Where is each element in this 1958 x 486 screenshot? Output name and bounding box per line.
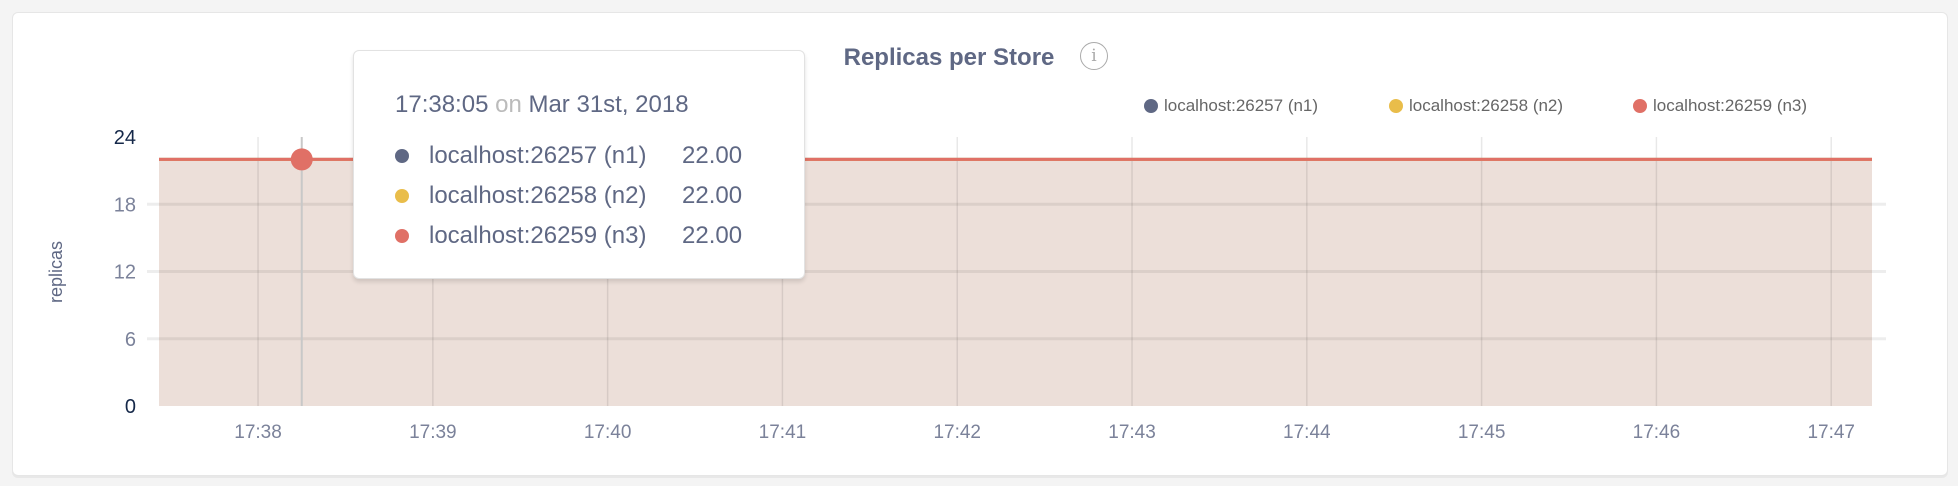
x-tick-label: 17:42 [933,422,981,443]
y-tick-label: 6 [125,329,136,351]
tooltip-date: Mar 31st, 2018 [528,91,689,118]
info-icon[interactable]: i [1080,42,1108,70]
y-tick-label: 18 [114,194,136,216]
tooltip-row: localhost:26259 (n3) 22.00 [395,222,742,250]
x-tick-label: 17:43 [1108,422,1156,443]
tooltip-value: 22.00 [682,222,743,249]
y-tick-label: 12 [114,262,136,284]
tooltip-value: 22.00 [682,182,743,209]
tooltip-series-name: localhost:26258 (n2) [429,182,647,209]
tooltip-value: 22.00 [682,142,743,169]
chart-title: Replicas per Store [843,44,1055,71]
legend-label: localhost:26259 (n3) [1653,96,1808,115]
hover-point [290,148,313,171]
tooltip-row: localhost:26258 (n2) 22.00 [395,182,742,210]
tooltip-header: 17:38:05 on Mar 31st, 2018 [395,91,689,119]
y-tick-label: 24 [114,127,136,149]
x-tick-label: 17:40 [584,422,632,443]
tooltip: 17:38:05 on Mar 31st, 2018 localhost:262… [353,50,805,279]
x-tick-label: 17:47 [1807,422,1855,443]
legend-item-n3[interactable]: localhost:26259 (n3) [1633,96,1807,116]
x-tick-label: 17:38 [234,422,282,443]
x-tick-label: 17:44 [1283,422,1331,443]
tooltip-time: 17:38:05 [395,91,489,118]
legend-label: localhost:26257 (n1) [1164,96,1319,115]
series-dot [395,149,409,163]
legend-item-n1[interactable]: localhost:26257 (n1) [1144,96,1318,116]
legend-item-n2[interactable]: localhost:26258 (n2) [1389,96,1563,116]
x-tick-label: 17:46 [1633,422,1681,443]
x-tick-label: 17:41 [759,422,807,443]
tooltip-row: localhost:26257 (n1) 22.00 [395,142,742,170]
tooltip-on: on [495,91,522,118]
series-dot [395,189,409,203]
y-tick-label: 0 [125,396,136,418]
legend-label: localhost:26258 (n2) [1409,96,1564,115]
legend-dot [1633,99,1647,113]
tooltip-series-name: localhost:26257 (n1) [429,142,647,169]
y-axis-label: replicas [46,241,66,303]
x-tick-label: 17:45 [1458,422,1506,443]
tooltip-series-name: localhost:26259 (n3) [429,222,647,249]
series-dot [395,229,409,243]
legend-dot [1144,99,1158,113]
x-tick-label: 17:39 [409,422,457,443]
legend-dot [1389,99,1403,113]
